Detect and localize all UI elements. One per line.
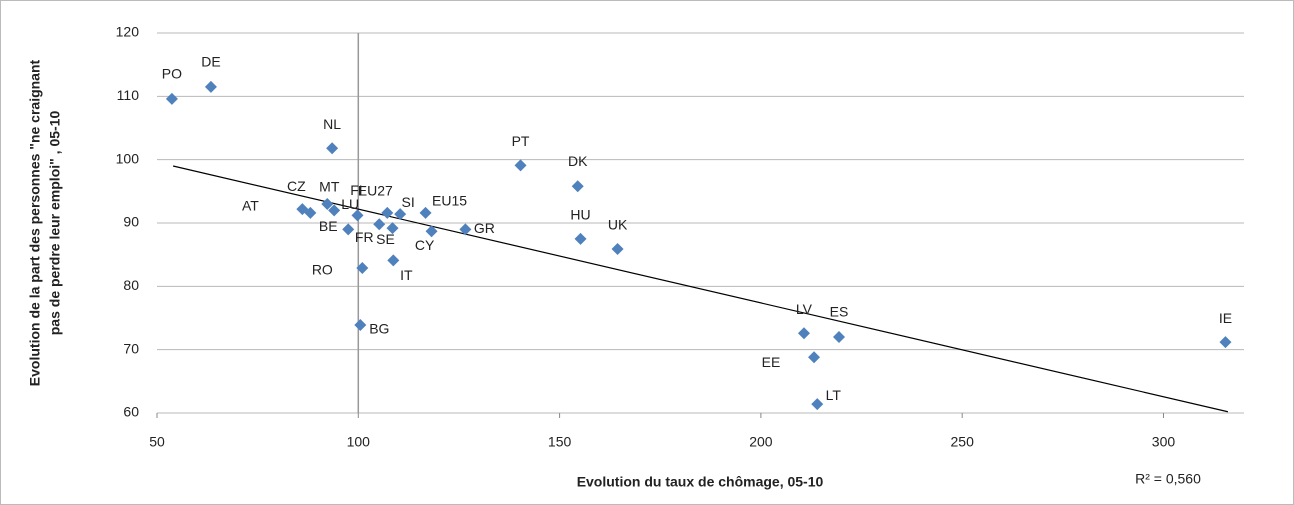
point — [811, 398, 824, 411]
point-label: DK — [568, 153, 588, 169]
x-tick-label: 150 — [548, 434, 572, 450]
point-label: SE — [376, 231, 395, 247]
point — [808, 351, 821, 364]
point — [351, 209, 364, 222]
point — [321, 198, 334, 210]
y-axis-title-line: pas de perdre leur emploi" , 05-10 — [47, 111, 63, 336]
point — [387, 254, 400, 267]
x-tick-label: 50 — [149, 434, 165, 450]
point-label: LV — [796, 301, 813, 317]
point — [373, 218, 386, 231]
point — [342, 223, 355, 236]
point — [419, 206, 432, 219]
point-label: AT — [242, 198, 259, 214]
point-label: FR — [355, 229, 374, 245]
point-label: NL — [323, 116, 341, 132]
point-label: MT — [319, 179, 340, 195]
point-label: PO — [162, 66, 182, 82]
y-tick-label: 80 — [123, 277, 139, 293]
point-label: DE — [201, 54, 220, 70]
point-label: PT — [512, 133, 530, 149]
point — [611, 242, 624, 255]
point-label: GR — [474, 220, 495, 236]
point-label: LU — [341, 196, 359, 212]
point-label: RO — [312, 262, 333, 278]
point — [204, 80, 217, 93]
y-tick-label: 110 — [117, 87, 140, 103]
y-tick-label: 90 — [123, 214, 139, 230]
point-label: HU — [570, 207, 590, 223]
x-tick-label: 200 — [749, 434, 773, 450]
point — [797, 327, 810, 340]
x-tick-label: 300 — [1152, 434, 1176, 450]
point — [832, 331, 845, 343]
point — [165, 92, 178, 105]
r-squared: R² = 0,560 — [1135, 471, 1201, 487]
point-label: CZ — [287, 178, 306, 194]
point — [304, 206, 317, 219]
point-label: BE — [319, 218, 338, 234]
point — [354, 318, 367, 331]
y-tick-label: 60 — [123, 404, 139, 420]
point-label: FI — [350, 182, 362, 198]
x-axis-title: Evolution du taux de chômage, 05-10 — [577, 474, 824, 490]
trend-line — [172, 165, 1229, 413]
point-label: BG — [369, 321, 389, 337]
point — [459, 223, 472, 236]
point — [425, 225, 438, 238]
point — [386, 222, 399, 235]
point — [394, 208, 407, 221]
point — [381, 206, 394, 219]
y-axis-title-line: Evolution de la part des personnes "ne c… — [27, 59, 43, 386]
x-tick-label: 250 — [951, 434, 975, 450]
point-label: UK — [608, 217, 628, 233]
point-label: EU27 — [358, 183, 393, 199]
point — [1219, 336, 1232, 349]
y-tick-label: 100 — [116, 150, 140, 166]
point — [356, 261, 369, 274]
y-tick-label: 120 — [116, 24, 140, 40]
point-label: EE — [762, 354, 781, 370]
point — [571, 180, 584, 193]
point — [326, 142, 339, 155]
point-label: EU15 — [432, 193, 467, 209]
y-tick-label: 70 — [123, 340, 139, 356]
point-label: SI — [402, 194, 415, 210]
point — [328, 204, 341, 217]
x-tick-label: 100 — [347, 434, 371, 450]
y-axis-title: Evolution de la part des personnes "ne c… — [27, 59, 63, 386]
point-label: IE — [1219, 310, 1232, 326]
point-label: LT — [826, 387, 842, 403]
point-label: ES — [830, 304, 849, 320]
point — [574, 232, 587, 245]
point-label: CY — [415, 237, 435, 253]
point — [514, 159, 527, 172]
point-label: IT — [400, 267, 413, 283]
